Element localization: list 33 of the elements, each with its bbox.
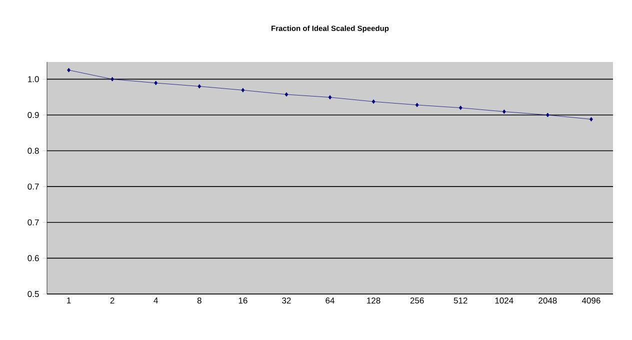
x-tick-label: 32 [282,298,291,304]
point [284,92,288,97]
point [67,68,70,72]
point [502,109,506,114]
y-tick-label: 0.7 [28,184,39,190]
x-tick-label: 2048 [538,298,557,304]
x-tick-label: 256 [410,298,424,304]
point [198,84,202,89]
point [458,106,462,110]
y-tick-label: 0.5 [28,290,39,297]
x-tick-label: 8 [197,298,202,304]
x-tick-label: 1 [67,298,71,304]
point [110,76,114,82]
y-tick-label: 0.8 [28,148,39,154]
x-tick-label: 1024 [495,298,514,304]
y-tick-label: 0.9 [28,112,39,118]
x-tick-label: 128 [367,298,380,304]
y-tick-label: 0.6 [28,255,39,262]
x-tick-label: 64 [326,298,334,304]
point [590,117,593,122]
point [154,80,158,86]
y-tick-label: 1.0 [28,76,39,82]
point [241,88,245,92]
x-tick-label: 2 [110,298,114,304]
y-tick-label: 0.7 [28,219,39,226]
x-tick-label: 4 [154,298,158,304]
point [415,102,419,108]
x-tick-label: 512 [454,298,468,304]
point [328,95,332,100]
point [372,99,376,104]
x-tick-label: 4096 [582,298,600,304]
point [546,112,550,118]
x-tick-label: 16 [238,298,248,304]
